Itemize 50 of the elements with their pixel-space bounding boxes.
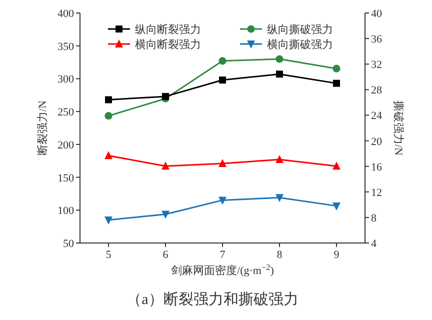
point <box>332 162 340 170</box>
y2-axis-title: 撕破强力/N <box>392 100 405 156</box>
point <box>276 155 284 164</box>
y2-tick-label: 24 <box>371 110 382 122</box>
point <box>219 76 226 84</box>
point <box>162 162 170 170</box>
legend-label: 纵向断裂强力 <box>135 23 201 36</box>
y-axis-title: 断裂强力/N <box>36 100 49 156</box>
point <box>162 210 170 219</box>
x-tick-label: 6 <box>162 249 169 261</box>
text: （a）断裂强力和撕破强力 <box>126 291 298 308</box>
legend-label: 纵向撕破强力 <box>267 23 333 36</box>
legend-label: 横向断裂强力 <box>135 38 201 51</box>
x-tick-label: 9 <box>334 249 340 261</box>
point <box>333 80 340 87</box>
point <box>218 57 226 65</box>
y2-tick-label: 8 <box>371 212 377 224</box>
y-tick-label: 150 <box>58 172 74 184</box>
point <box>276 55 284 63</box>
y-tick-label: 50 <box>63 238 74 250</box>
point <box>105 96 112 104</box>
point <box>276 194 284 202</box>
y2-tick-label: 28 <box>371 84 382 97</box>
y2-tick-label: 36 <box>371 34 382 46</box>
point <box>218 158 226 167</box>
x-tick-label: 5 <box>106 249 112 261</box>
y-tick-label: 300 <box>58 74 74 86</box>
y2-tick-label: 40 <box>371 8 382 20</box>
point <box>162 92 169 100</box>
point <box>276 70 283 78</box>
point <box>104 216 112 224</box>
x-axis-title: 剑麻网面密度/(g·m$^{−2}$) <box>171 262 274 277</box>
point <box>104 112 112 120</box>
y2-tick-label: 20 <box>371 136 382 148</box>
y-tick-label: 400 <box>58 8 74 20</box>
y2-tick-label: 32 <box>371 59 382 72</box>
y-tick-label: 250 <box>58 106 74 119</box>
point <box>332 64 340 72</box>
y-tick-label: 100 <box>58 205 74 218</box>
y-tick-label: 200 <box>58 139 74 152</box>
x-tick-label: 8 <box>276 249 283 261</box>
point <box>104 151 112 160</box>
y-tick-label: 350 <box>58 40 74 53</box>
point <box>218 196 226 205</box>
y2-tick-label: 12 <box>371 186 382 199</box>
y2-tick-label: 4 <box>371 238 377 250</box>
y2-tick-label: 16 <box>371 161 382 174</box>
point <box>332 202 340 210</box>
legend-label: 横向撕破强力 <box>267 38 333 51</box>
x-tick-label: 7 <box>220 249 226 261</box>
